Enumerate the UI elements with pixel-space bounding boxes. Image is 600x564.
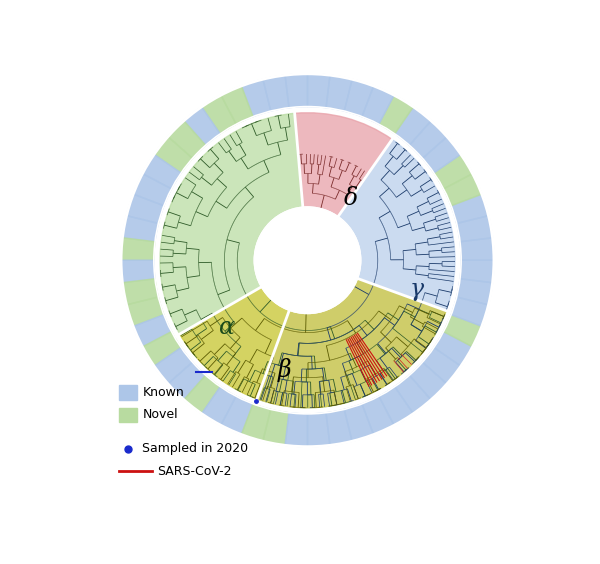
Wedge shape: [121, 260, 155, 283]
Wedge shape: [460, 260, 494, 283]
Wedge shape: [457, 279, 493, 305]
Wedge shape: [160, 113, 446, 408]
Wedge shape: [263, 75, 289, 111]
Wedge shape: [184, 375, 220, 413]
Wedge shape: [142, 155, 181, 189]
Text: Novel: Novel: [142, 408, 178, 421]
Bar: [119, 408, 137, 422]
Text: Sampled in 2020: Sampled in 2020: [142, 442, 248, 455]
Circle shape: [254, 207, 361, 314]
Wedge shape: [344, 404, 374, 441]
Wedge shape: [180, 260, 446, 408]
Wedge shape: [443, 315, 482, 347]
Wedge shape: [142, 332, 181, 366]
Wedge shape: [285, 74, 308, 108]
Wedge shape: [395, 375, 431, 413]
Wedge shape: [285, 413, 308, 447]
Wedge shape: [127, 297, 164, 327]
Wedge shape: [221, 86, 253, 124]
Wedge shape: [434, 155, 473, 189]
Wedge shape: [460, 238, 494, 260]
Circle shape: [254, 207, 361, 314]
Wedge shape: [154, 136, 193, 173]
Text: δ: δ: [344, 187, 358, 210]
Wedge shape: [379, 95, 413, 134]
Wedge shape: [202, 387, 236, 425]
Wedge shape: [307, 413, 330, 447]
Wedge shape: [362, 396, 394, 434]
Wedge shape: [326, 75, 352, 111]
Wedge shape: [362, 86, 394, 124]
Wedge shape: [168, 121, 206, 158]
Wedge shape: [451, 297, 488, 327]
Wedge shape: [308, 74, 330, 108]
Wedge shape: [257, 139, 455, 408]
Wedge shape: [409, 121, 447, 158]
Wedge shape: [451, 194, 488, 223]
Wedge shape: [422, 136, 461, 173]
Wedge shape: [344, 80, 374, 117]
Wedge shape: [121, 238, 155, 260]
Text: β: β: [277, 359, 291, 382]
Wedge shape: [263, 409, 289, 446]
Wedge shape: [422, 347, 461, 384]
Wedge shape: [434, 332, 473, 366]
Wedge shape: [241, 404, 271, 441]
Wedge shape: [127, 194, 164, 223]
Wedge shape: [409, 362, 447, 400]
Wedge shape: [379, 387, 413, 425]
Wedge shape: [122, 279, 158, 305]
Wedge shape: [395, 107, 431, 146]
Wedge shape: [326, 409, 352, 446]
Wedge shape: [168, 362, 206, 400]
Wedge shape: [221, 396, 253, 434]
Wedge shape: [133, 315, 172, 347]
Wedge shape: [133, 174, 172, 206]
Wedge shape: [154, 347, 193, 384]
Wedge shape: [241, 80, 271, 117]
Wedge shape: [202, 95, 236, 134]
Wedge shape: [295, 113, 392, 260]
Text: γ: γ: [409, 278, 424, 301]
Wedge shape: [457, 215, 493, 242]
Wedge shape: [443, 174, 482, 206]
Text: Known: Known: [142, 386, 184, 399]
Text: α: α: [220, 316, 235, 339]
Wedge shape: [184, 107, 220, 146]
Wedge shape: [122, 215, 158, 242]
Text: SARS-CoV-2: SARS-CoV-2: [157, 465, 232, 478]
Bar: [119, 385, 137, 399]
